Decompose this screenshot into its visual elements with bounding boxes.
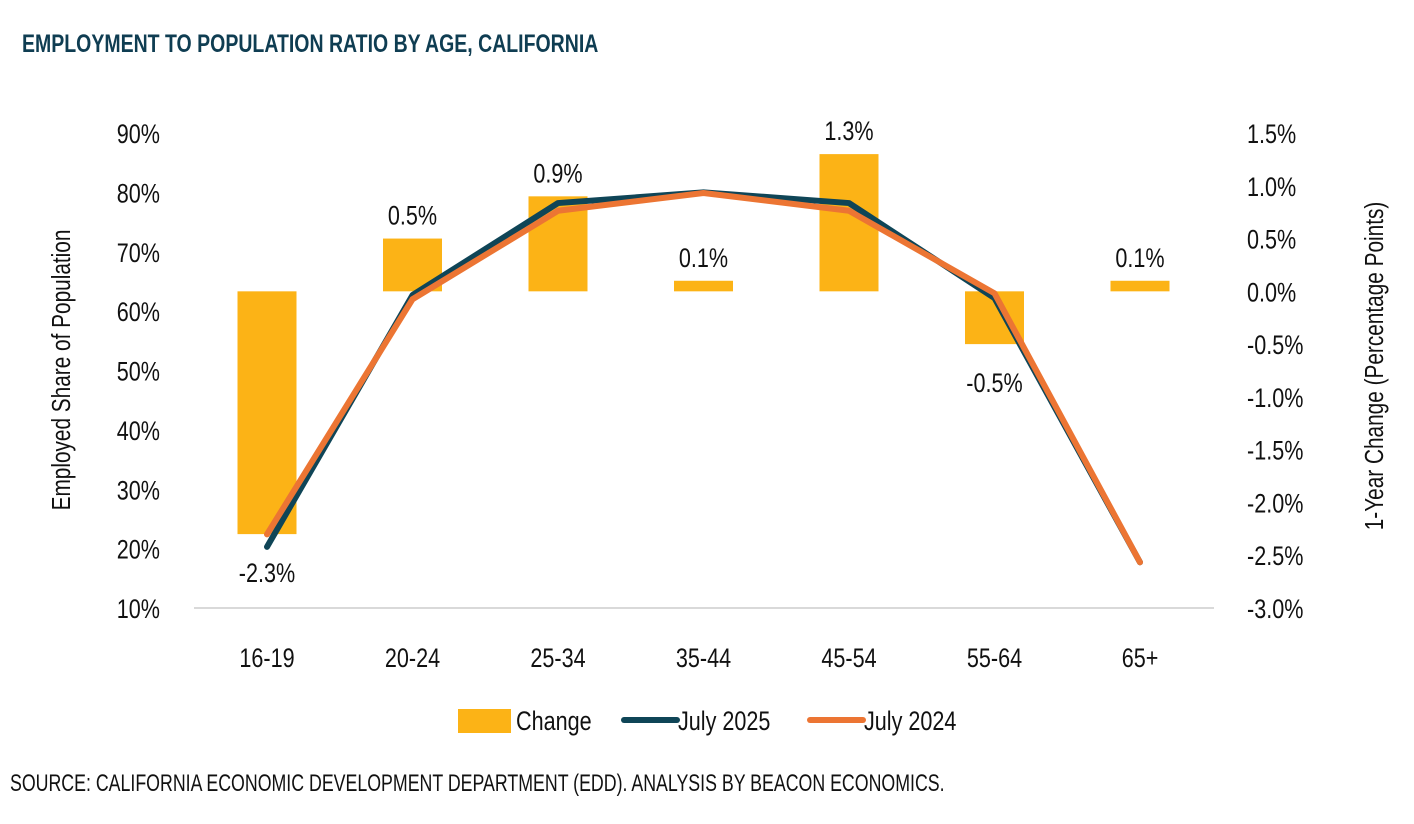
right-tick-label: 0.0% [1247,278,1296,308]
x-tick-label: 45-54 [821,644,876,674]
left-tick-label: 20% [117,535,160,565]
legend-label-change: Change [516,707,592,737]
right-tick-label: 1.0% [1247,173,1296,203]
legend-swatch-change [458,709,511,733]
legend-label-july-2024: July 2024 [864,707,956,737]
right-tick-label: -3.0% [1247,595,1303,625]
x-axis-ticks: 16-19 20-24 25-34 35-44 45-54 55-64 65+ [239,644,1158,674]
bar-data-label: 0.1% [679,244,728,274]
bar-data-label: 0.9% [533,159,582,189]
x-tick-label: 55-64 [967,644,1022,674]
left-tick-label: 80% [117,179,160,209]
bar-change-35-44 [674,280,733,292]
right-tick-label: 1.5% [1247,120,1296,150]
bar-series-change [237,154,1170,535]
bar-data-label: 1.3% [824,117,873,147]
left-tick-label: 30% [117,476,160,506]
x-tick-label: 25-34 [530,644,585,674]
line-july-2024 [264,189,1143,566]
left-axis-ticks: 90% 80% 70% 60% 50% 40% 30% 20% 10% [117,120,160,625]
legend-label-july-2025: July 2025 [678,707,770,737]
right-axis-label: 1-Year Change (Percentage Points) [1360,202,1389,531]
right-axis-ticks: 1.5% 1.0% 0.5% 0.0% -0.5% -1.0% -1.5% -2.0% -2.5… [1247,120,1303,625]
bar-change-65+ [1110,280,1170,292]
right-tick-label: 0.5% [1247,225,1296,255]
left-tick-label: 40% [117,417,160,447]
left-tick-label: 10% [117,595,160,625]
bar-change-16-19 [237,291,297,535]
bar-data-label: -0.5% [966,369,1022,399]
source-note: SOURCE: CALIFORNIA ECONOMIC DEVELOPMENT … [10,770,945,797]
chart-title: EMPLOYMENT TO POPULATION RATIO BY AGE, C… [22,30,599,58]
right-tick-label: -2.0% [1247,489,1303,519]
right-tick-label: -1.0% [1247,384,1303,414]
bar-data-label: 0.5% [388,201,437,231]
legend: Change July 2025 July 2024 [458,707,956,737]
bar-data-label: 0.1% [1115,244,1164,274]
left-tick-label: 60% [117,298,160,328]
left-axis-label: Employed Share of Population [47,230,76,511]
x-tick-label: 16-19 [239,644,294,674]
x-tick-label: 65+ [1122,644,1159,674]
x-tick-label: 20-24 [385,644,440,674]
left-tick-label: 70% [117,239,160,269]
line-series [264,189,1143,566]
right-tick-label: -1.5% [1247,436,1303,466]
data-labels: -2.3% 0.5% 0.9% 0.1% 1.3% -0.5% 0.1% [239,117,1165,589]
bar-data-label: -2.3% [239,559,295,589]
left-tick-label: 90% [117,120,160,150]
left-tick-label: 50% [117,357,160,387]
x-tick-label: 35-44 [676,644,731,674]
right-tick-label: -0.5% [1247,331,1303,361]
right-tick-label: -2.5% [1247,542,1303,572]
